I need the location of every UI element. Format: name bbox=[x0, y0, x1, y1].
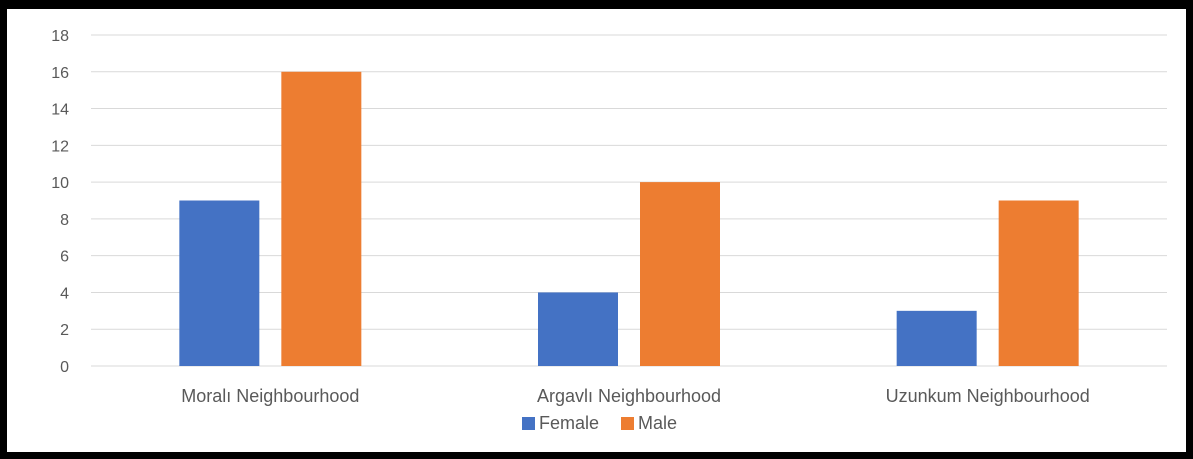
bar-chart: 0 2 4 6 8 10 12 14 16 18 Moralı Neighbourhood Arga… bbox=[51, 28, 1167, 433]
y-tick-label-0: 0 bbox=[60, 359, 69, 376]
bar-female-1 bbox=[538, 292, 618, 366]
y-tick-label-12: 12 bbox=[51, 138, 69, 155]
y-tick-label-14: 14 bbox=[51, 102, 69, 119]
bar-male-1 bbox=[640, 182, 720, 366]
legend-label-female: Female bbox=[539, 413, 599, 433]
y-tick-label-6: 6 bbox=[60, 249, 69, 266]
y-tick-label-8: 8 bbox=[60, 212, 69, 229]
legend: Female Male bbox=[522, 413, 677, 433]
legend-swatch-male bbox=[621, 417, 634, 430]
y-tick-label-18: 18 bbox=[51, 28, 69, 45]
gridlines bbox=[91, 34, 1167, 367]
y-tick-label-2: 2 bbox=[60, 322, 69, 339]
bar-female-2 bbox=[896, 310, 977, 366]
bar-female-0 bbox=[179, 200, 260, 366]
x-category-label-0: Moralı Neighbourhood bbox=[181, 386, 359, 406]
y-tick-label-16: 16 bbox=[51, 65, 69, 82]
y-tick-label-10: 10 bbox=[51, 175, 69, 192]
legend-swatch-female bbox=[522, 417, 535, 430]
legend-label-male: Male bbox=[638, 413, 677, 433]
bars bbox=[179, 71, 1079, 367]
x-category-label-2: Uzunkum Neighbourhood bbox=[886, 386, 1090, 406]
x-category-label-1: Argavlı Neighbourhood bbox=[537, 386, 721, 406]
x-axis-category-labels: Moralı Neighbourhood Argavlı Neighbourhoo… bbox=[181, 386, 1089, 406]
chart-frame: 0 2 4 6 8 10 12 14 16 18 Moralı Neighbourhood Arga… bbox=[7, 9, 1186, 452]
bar-male-0 bbox=[281, 71, 362, 367]
y-tick-label-4: 4 bbox=[60, 285, 69, 302]
y-axis-tick-labels: 0 2 4 6 8 10 12 14 16 18 bbox=[51, 28, 69, 376]
bar-male-2 bbox=[998, 200, 1079, 366]
